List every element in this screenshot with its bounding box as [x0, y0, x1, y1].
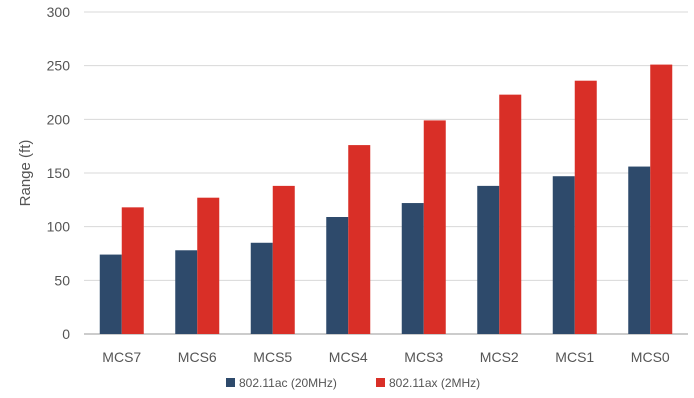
bar-ac-mcs7: [99, 254, 122, 334]
bar-ax-mcs5: [272, 185, 295, 334]
bar-ax-mcs2: [499, 94, 522, 334]
x-tick-label: MCS3: [404, 349, 443, 365]
legend-label: 802.11ac (20MHz): [239, 376, 337, 390]
bars: [99, 64, 673, 335]
x-tick-label: MCS7: [102, 349, 141, 365]
bar-ac-mcs3: [401, 203, 424, 334]
y-tick-label: 150: [47, 165, 71, 181]
bar-ax-mcs3: [423, 120, 446, 334]
bar-ac-mcs5: [250, 242, 273, 334]
y-tick-label: 300: [47, 4, 71, 20]
x-tick-label: MCS4: [329, 349, 368, 365]
legend-swatch: [376, 378, 385, 387]
bar-ac-mcs0: [628, 166, 651, 334]
bar-ax-mcs7: [121, 207, 144, 334]
x-tick-label: MCS1: [555, 349, 594, 365]
bar-ax-mcs4: [348, 145, 371, 334]
bar-ac-mcs6: [175, 250, 198, 334]
x-tick-label: MCS5: [253, 349, 292, 365]
bar-ax-mcs0: [650, 64, 673, 335]
bar-ax-mcs1: [574, 80, 597, 335]
legend: 802.11ac (20MHz) 802.11ax (2MHz): [226, 376, 480, 390]
y-tick-label: 50: [54, 272, 70, 288]
legend-label: 802.11ax (2MHz): [389, 376, 480, 390]
bar-ac-mcs1: [552, 176, 575, 334]
y-axis-label: Range (ft): [17, 140, 34, 207]
x-tick-label: MCS6: [178, 349, 217, 365]
bar-ax-mcs6: [197, 197, 220, 334]
y-tick-label: 0: [62, 326, 70, 342]
x-tick-label: MCS0: [631, 349, 670, 365]
legend-swatch: [226, 378, 235, 387]
y-tick-label: 100: [47, 219, 71, 235]
y-tick-label: 200: [47, 111, 71, 127]
x-axis-ticks: MCS7 MCS6 MCS5 MCS4 MCS3 MCS2 MCS1 MCS0: [102, 349, 670, 365]
gridlines: [84, 11, 688, 335]
x-tick-label: MCS2: [480, 349, 519, 365]
bar-ac-mcs2: [477, 185, 500, 334]
y-tick-label: 250: [47, 58, 71, 74]
bar-ac-mcs4: [326, 217, 349, 334]
y-axis-ticks: 0 50 100 150 200 250 300: [47, 4, 71, 342]
